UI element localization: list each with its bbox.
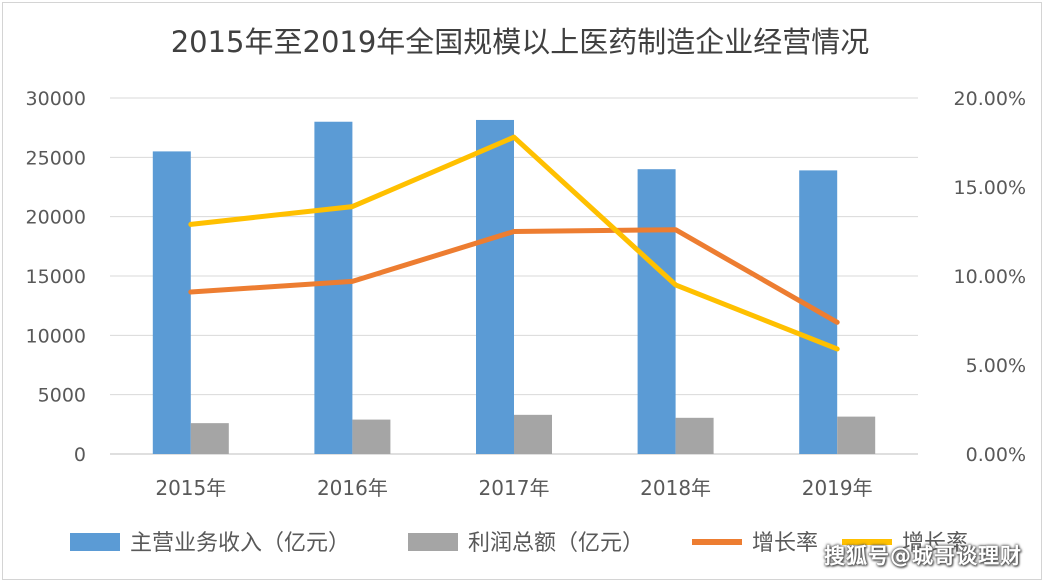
x-axis-ticks: 2015年 2016年 2017年 2018年 2019年	[155, 476, 872, 500]
left-tick-label: 30000	[26, 88, 86, 110]
bar	[675, 417, 714, 454]
legend: 主营业务收入（亿元） 利润总额（亿元） 增长率 增长率	[70, 531, 968, 556]
series-line	[188, 134, 840, 352]
bar	[152, 151, 191, 454]
left-axis-ticks: 0 5000 10000 15000 20000 25000 30000	[26, 88, 86, 466]
x-tick-label: 2019年	[802, 476, 873, 500]
right-tick-label: 5.00%	[966, 355, 1026, 377]
left-tick-label: 15000	[26, 266, 86, 288]
bar	[190, 423, 229, 454]
bar	[514, 414, 552, 454]
legend-label: 利润总额（亿元）	[468, 531, 644, 556]
legend-label: 增长率	[752, 531, 818, 556]
bar	[476, 119, 514, 454]
legend-swatch	[408, 533, 458, 551]
left-tick-label: 25000	[26, 147, 86, 169]
legend-label: 主营业务收入（亿元）	[130, 531, 350, 556]
right-tick-label: 10.00%	[954, 266, 1026, 288]
x-tick-label: 2018年	[640, 476, 711, 500]
bar	[314, 121, 353, 454]
x-tick-label: 2015年	[155, 476, 226, 500]
right-tick-label: 20.00%	[954, 88, 1026, 110]
watermark: 搜狐号@城哥谈理财	[824, 544, 1022, 568]
legend-swatch	[70, 533, 120, 551]
line-series	[188, 134, 840, 352]
bar	[637, 169, 676, 454]
left-tick-label: 5000	[38, 385, 86, 407]
left-tick-label: 0	[74, 444, 86, 466]
left-tick-label: 10000	[26, 325, 86, 347]
right-tick-label: 0.00%	[966, 444, 1026, 466]
bar	[837, 416, 876, 454]
chart-title: 2015年至2019年全国规模以上医药制造企业经营情况	[171, 25, 870, 59]
right-axis-ticks: 0.00% 5.00% 10.00% 15.00% 20.00%	[954, 88, 1026, 466]
right-tick-label: 15.00%	[954, 177, 1026, 199]
x-tick-label: 2017年	[479, 476, 550, 500]
legend-label: 增长率	[902, 531, 968, 556]
x-tick-label: 2016年	[317, 476, 388, 500]
series-line	[188, 227, 840, 325]
left-tick-label: 20000	[26, 207, 86, 229]
bar	[352, 419, 391, 454]
